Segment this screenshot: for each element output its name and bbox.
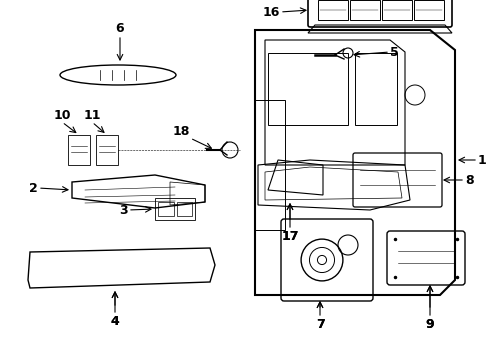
Text: 1: 1 [478,153,487,166]
Text: 2: 2 [29,181,38,194]
Bar [268,53,348,125]
Text: 8: 8 [465,174,474,186]
Bar [318,0,348,20]
Text: 11: 11 [83,109,101,122]
Text: 18: 18 [172,125,190,138]
Text: 5: 5 [390,45,399,58]
Text: 10: 10 [53,109,71,122]
Text: 9: 9 [426,318,434,331]
Bar [414,0,444,20]
Text: 7: 7 [316,318,324,331]
Text: 9: 9 [426,318,434,331]
Bar [177,202,192,216]
Text: 16: 16 [263,5,280,18]
Text: 6: 6 [116,22,124,35]
Bar [155,198,195,220]
Text: 3: 3 [120,203,128,216]
Text: 17: 17 [281,230,299,243]
Bar [68,135,90,165]
Text: 17: 17 [281,230,299,243]
Bar [382,0,412,20]
Text: 7: 7 [316,318,324,331]
Text: 4: 4 [111,315,120,328]
Bar [355,53,397,125]
Bar [96,135,118,165]
Bar [350,0,380,20]
Bar [158,202,174,216]
Text: 4: 4 [111,315,120,328]
